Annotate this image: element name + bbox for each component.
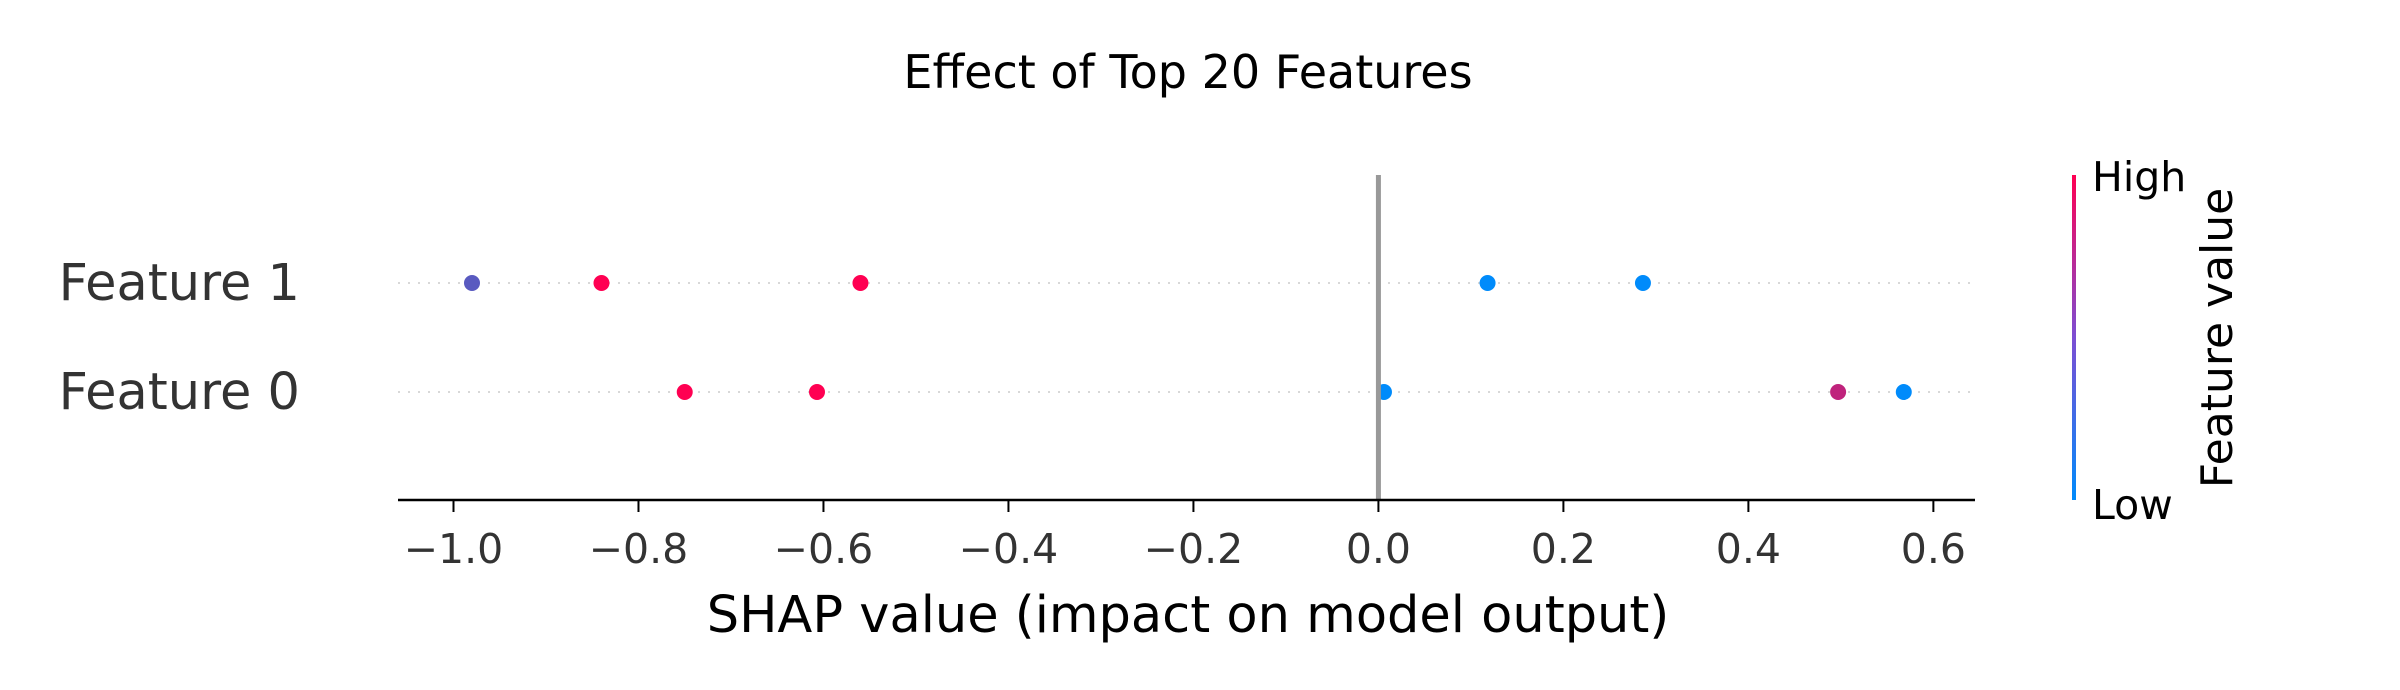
shap-point [676,384,693,400]
x-tick-label: 0.0 [1346,525,1411,573]
colorbar-title: Feature value [2192,188,2243,488]
x-tick-label: 0.2 [1531,525,1596,573]
shap-point [463,275,480,291]
shap-point [1830,384,1847,400]
shap-point [852,275,869,291]
shap-point [1479,275,1496,291]
x-tick-label: −1.0 [404,525,504,573]
x-ticks: −1.0 −0.8 −0.6 −0.4 −0.2 0.0 0.2 0.4 0.6 [404,500,1966,573]
data-points [463,275,1912,400]
chart-title: Effect of Top 20 Features [903,45,1472,99]
colorbar-low-label: Low [2092,481,2173,529]
x-tick-label: 0.6 [1901,525,1966,573]
x-tick-label: 0.4 [1716,525,1781,573]
x-tick-label: −0.4 [959,525,1059,573]
feature-label: Feature 1 [59,254,300,313]
x-tick-label: −0.8 [589,525,689,573]
shap-point [593,275,610,291]
colorbar [2072,175,2076,500]
colorbar-high-label: High [2092,153,2186,201]
x-tick-label: −0.2 [1144,525,1244,573]
shap-point [1634,275,1651,291]
feature-label: Feature 0 [59,363,300,422]
feature-rows: Feature 1 Feature 0 [59,254,1975,422]
shap-point [808,384,825,400]
x-tick-label: −0.6 [774,525,874,573]
x-axis-label: SHAP value (impact on model output) [707,586,1670,645]
shap-point [1895,384,1912,400]
